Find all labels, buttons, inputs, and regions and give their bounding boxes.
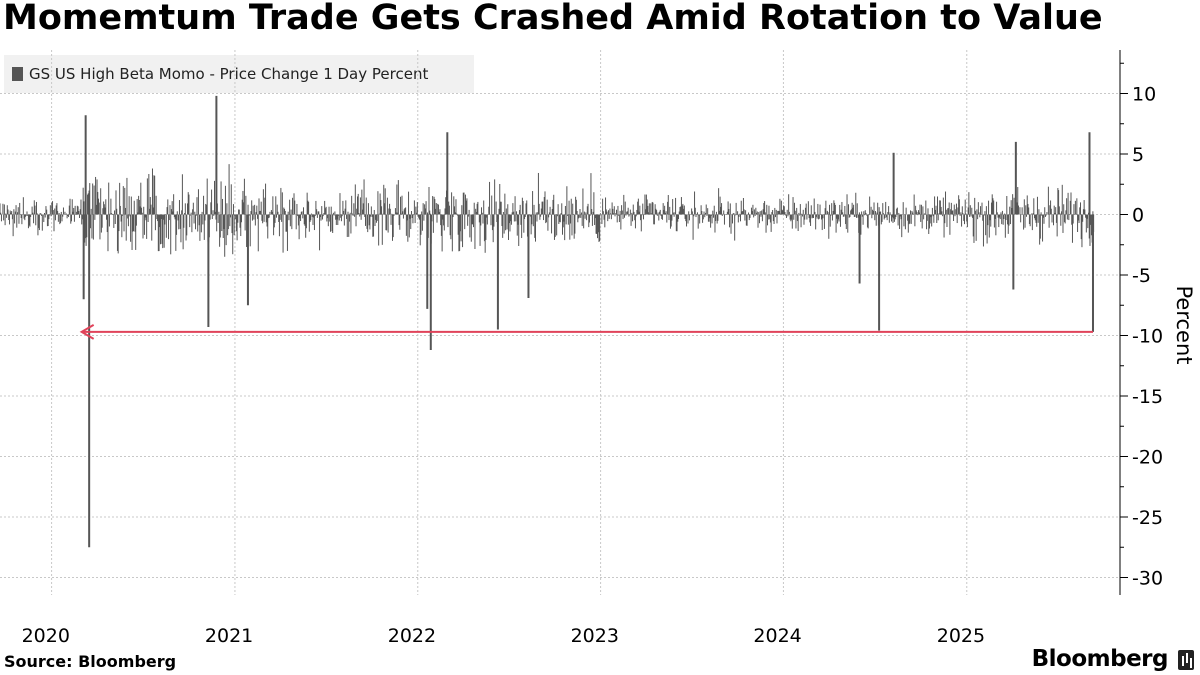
- y-axis-label: Percent: [1172, 285, 1196, 365]
- y-tick-label: 5: [1132, 144, 1144, 166]
- legend-swatch: [12, 67, 23, 81]
- y-tick-label: -15: [1132, 386, 1163, 408]
- x-tick-label: 2024: [753, 625, 801, 647]
- legend-label: GS US High Beta Momo - Price Change 1 Da…: [29, 65, 429, 83]
- reference-line: [79, 324, 1093, 340]
- gridlines: [0, 50, 1120, 595]
- y-tick-label: 10: [1132, 84, 1156, 106]
- y-tick-label: -10: [1132, 326, 1163, 348]
- brand-chart-icon: [1178, 650, 1194, 670]
- reference-arrowhead: [79, 324, 95, 340]
- x-tick-label: 2020: [22, 625, 70, 647]
- x-axis: 2020 2021 2022 2023 2024 2025: [22, 625, 986, 647]
- chart-title: Momemtum Trade Gets Crashed Amid Rotatio…: [3, 0, 1103, 38]
- brand-logo: Bloomberg: [1031, 646, 1169, 672]
- x-tick-label: 2021: [205, 625, 253, 647]
- bar-series: [0, 95, 1095, 548]
- x-tick-label: 2022: [388, 625, 436, 647]
- y-tick-label: -20: [1132, 447, 1163, 469]
- x-tick-label: 2025: [937, 625, 985, 647]
- y-tick-label: 0: [1132, 205, 1144, 227]
- y-tick-label: -30: [1132, 568, 1163, 590]
- y-axis: 10 5 0 -5 -10 -15 -20 -25 -30: [1119, 50, 1163, 595]
- legend: GS US High Beta Momo - Price Change 1 Da…: [4, 55, 474, 93]
- y-tick-label: -5: [1132, 265, 1151, 287]
- source-note: Source: Bloomberg: [4, 652, 177, 671]
- x-tick-label: 2023: [571, 625, 619, 647]
- y-tick-label: -25: [1132, 507, 1163, 529]
